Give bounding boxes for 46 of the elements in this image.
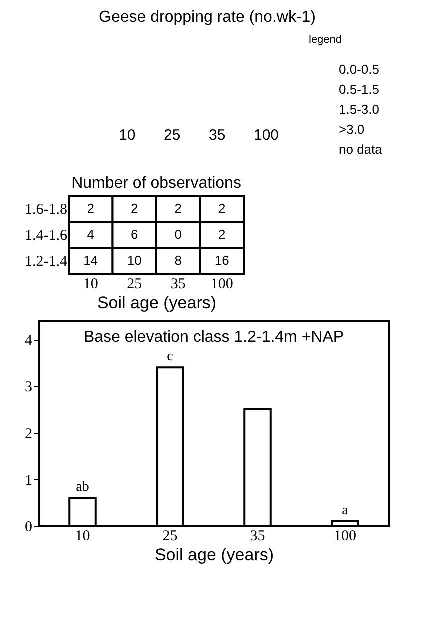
- annotation: a: [342, 503, 350, 518]
- data-label: 10: [127, 253, 142, 268]
- x-tick-label: 25: [162, 528, 178, 544]
- x-tick-label: 25: [127, 276, 142, 292]
- x-tick-label: 35: [250, 528, 266, 544]
- category-label: 25: [164, 127, 181, 144]
- x-tick-label: 10: [83, 276, 98, 292]
- data-label: 2: [87, 201, 94, 216]
- y-tick-label: 0: [25, 520, 32, 536]
- y-tick-label: 1.4-1.6: [25, 228, 68, 244]
- data-label: 0: [174, 227, 182, 242]
- annotation: ab: [76, 480, 90, 496]
- annotation: c: [167, 350, 174, 365]
- y-tick-label: 1.6-1.8: [25, 202, 68, 218]
- data-label: 14: [84, 253, 98, 268]
- y-tick-label: 3: [25, 380, 32, 396]
- category-label: 35: [209, 127, 226, 144]
- text: 1.5-3.0: [339, 102, 380, 117]
- data-label: 2: [174, 201, 182, 216]
- x-axis-title: Soil age (years): [97, 294, 217, 312]
- data-label: 4: [87, 227, 94, 242]
- x-tick-label: 10: [75, 528, 90, 544]
- data-label: 8: [174, 253, 182, 268]
- text: 0.5-1.5: [339, 82, 380, 97]
- chart-title: Number of observations: [72, 175, 242, 192]
- category-label: 10: [119, 127, 136, 144]
- data-label: 6: [131, 227, 138, 242]
- x-tick-label: 100: [210, 276, 234, 292]
- text: >3.0: [339, 122, 365, 137]
- y-tick-label: 1.2-1.4: [25, 254, 68, 270]
- data-label: 16: [214, 253, 230, 268]
- data-label: 2: [131, 201, 138, 216]
- data-label: 2: [218, 227, 226, 242]
- text: no data: [339, 142, 384, 157]
- text: 0.0-0.5: [339, 62, 380, 77]
- y-tick-label: 1: [25, 472, 32, 489]
- category-label: 100: [254, 127, 280, 144]
- x-axis-title: Soil age (years): [154, 546, 274, 564]
- x-tick-label: 100: [334, 528, 356, 544]
- chart-title: Base elevation class 1.2-1.4m +NAP: [84, 329, 344, 346]
- y-tick-label: 4: [25, 333, 33, 350]
- legend-title: legend: [309, 34, 342, 46]
- text: Geese dropping rate (no.wk-1): [99, 9, 316, 26]
- data-label: 2: [218, 201, 226, 216]
- y-tick-label: 2: [25, 426, 32, 442]
- x-tick-label: 35: [170, 276, 186, 292]
